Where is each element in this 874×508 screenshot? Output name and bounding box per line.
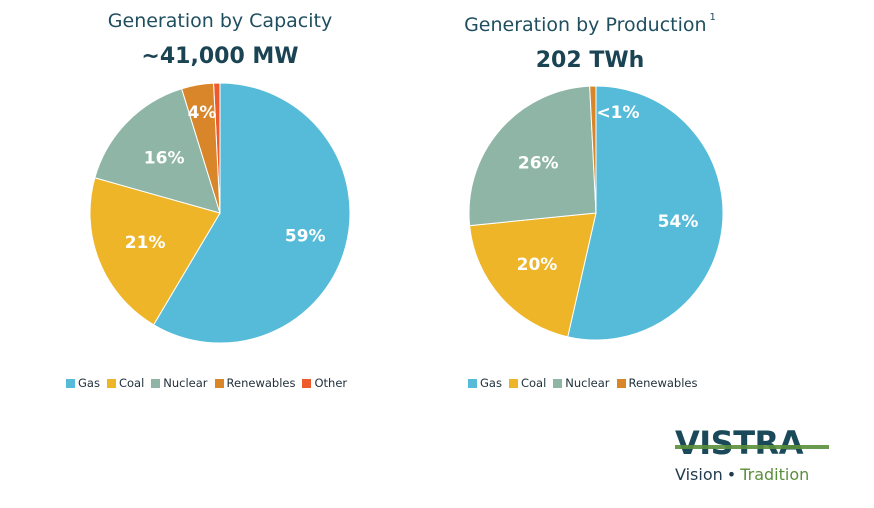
pie-label-renewables: 4% [188, 103, 217, 123]
capacity-chart-subtitle: ~41,000 MW [141, 44, 299, 69]
pie-label-gas: 54% [658, 212, 699, 232]
legend-label-coal: Coal [520, 376, 547, 390]
pie-slice-gas [567, 85, 724, 341]
legend-swatch-other [302, 378, 312, 388]
pie-label-renewables: <1% [596, 103, 639, 123]
legend-item-coal: Coal [508, 376, 547, 390]
legend-item-gas: Gas [66, 376, 100, 390]
legend-label-renewables: Renewables [628, 376, 698, 390]
legend-swatch-coal [106, 378, 116, 388]
pie-slice-nuclear [94, 88, 221, 214]
legend-swatch-coal [508, 378, 518, 388]
logo-wordmark: VISTRA [675, 425, 835, 461]
legend-swatch-renewables [214, 378, 224, 388]
logo-tagline: Vision • Tradition [675, 465, 835, 484]
pie-slice-renewables [589, 85, 597, 214]
capacity-chart-title: Generation by Capacity [107, 10, 333, 32]
pie-slice-renewables [181, 82, 221, 214]
legend-item-nuclear: Nuclear [553, 376, 610, 390]
production-title-text: Generation by Production [464, 14, 707, 36]
legend-item-other: Other [302, 376, 347, 390]
production-chart-title: Generation by Production 1 [430, 12, 750, 36]
production-legend: Gas Coal Nuclear Renewables [468, 376, 697, 390]
tagline-tradition: Tradition [740, 465, 810, 484]
legend-item-renewables: Renewables [616, 376, 698, 390]
tagline-vision: Vision [675, 465, 723, 484]
pie-slice-coal [469, 212, 597, 338]
vistra-logo: VISTRA Vision • Tradition [675, 425, 835, 484]
legend-label-other: Other [314, 376, 348, 390]
pie-slice-gas [152, 82, 351, 344]
pie-label-nuclear: 16% [144, 149, 185, 169]
legend-label-nuclear: Nuclear [163, 376, 208, 390]
pie-label-gas: 59% [285, 226, 326, 246]
legend-label-gas: Gas [480, 376, 502, 390]
pie-label-coal: 20% [517, 255, 558, 275]
legend-label-gas: Gas [78, 376, 100, 390]
production-chart-subtitle: 202 TWh [535, 48, 645, 73]
legend-swatch-gas [468, 378, 477, 388]
tagline-separator: • [726, 465, 737, 484]
footnote-marker: 1 [709, 12, 716, 23]
legend-item-coal: Coal [106, 376, 145, 390]
legend-swatch-nuclear [553, 378, 563, 388]
capacity-legend: Gas Coal Nuclear Renewables Other [66, 376, 347, 390]
legend-swatch-nuclear [151, 378, 161, 388]
pie-slice-nuclear [468, 85, 597, 227]
legend-swatch-gas [66, 378, 75, 388]
production-pie: 54% 20% 26% <1% [468, 85, 724, 341]
legend-swatch-renewables [616, 378, 626, 388]
legend-item-gas: Gas [468, 376, 502, 390]
legend-item-nuclear: Nuclear [151, 376, 208, 390]
legend-label-coal: Coal [118, 376, 145, 390]
legend-label-renewables: Renewables [226, 376, 296, 390]
legend-label-nuclear: Nuclear [565, 376, 610, 390]
pie-slice-coal [89, 177, 221, 326]
legend-item-renewables: Renewables [214, 376, 296, 390]
capacity-pie: <1%59%21%16%4% [89, 82, 351, 344]
pie-label-nuclear: 26% [518, 153, 559, 173]
pie-label-coal: 21% [125, 233, 166, 253]
